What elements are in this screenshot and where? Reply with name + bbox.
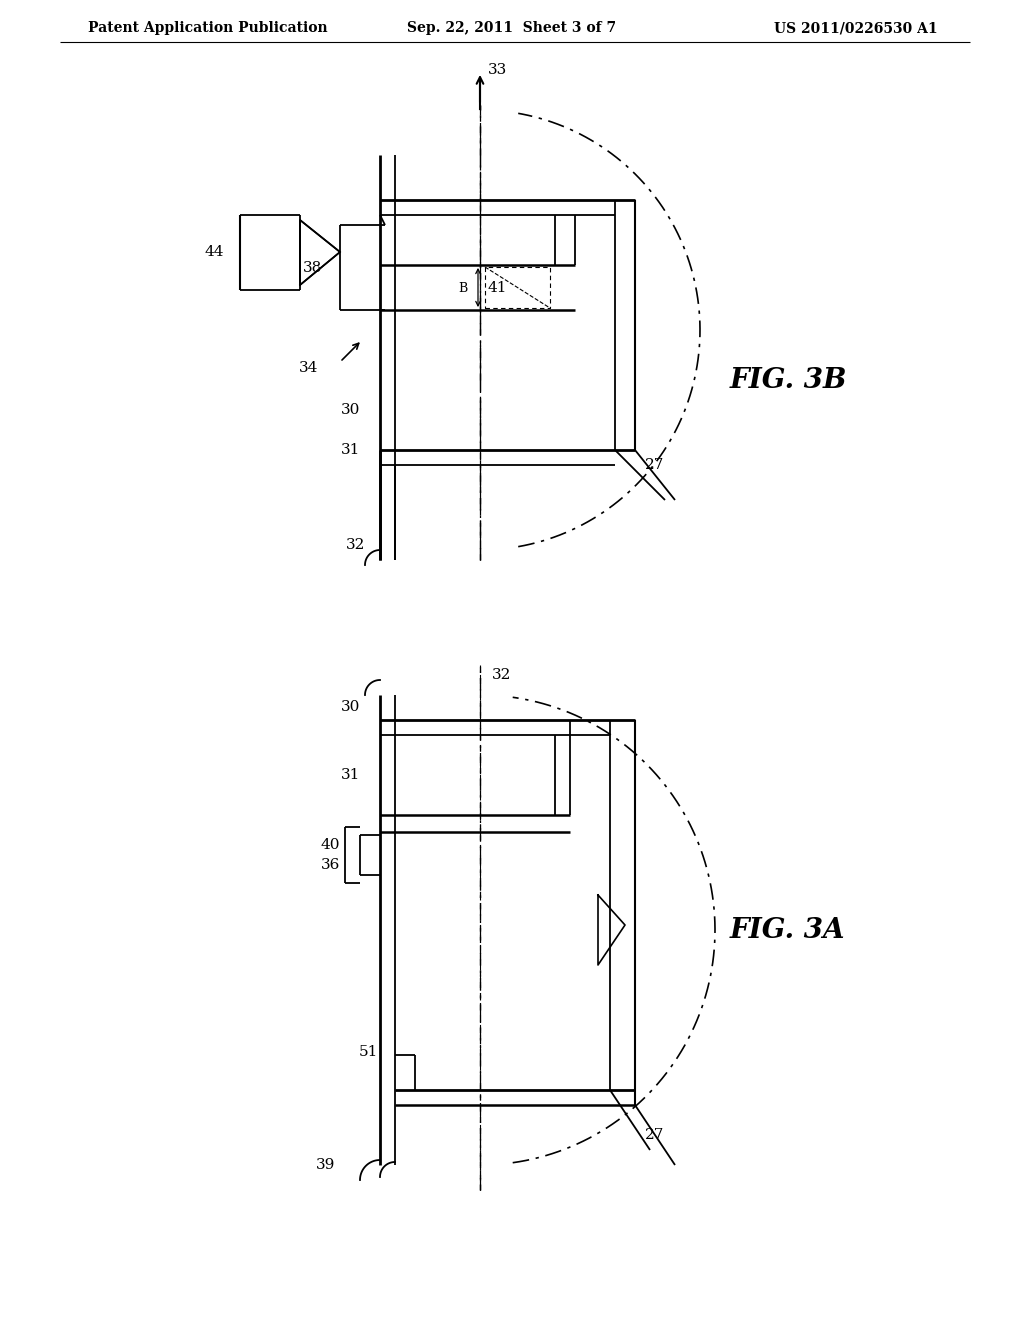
- Text: 51: 51: [358, 1045, 378, 1059]
- Text: 41: 41: [488, 281, 508, 294]
- Text: FIG. 3B: FIG. 3B: [730, 367, 848, 393]
- Text: 31: 31: [341, 444, 360, 457]
- Text: 30: 30: [341, 403, 360, 417]
- Text: 33: 33: [488, 63, 507, 77]
- Text: 39: 39: [315, 1158, 335, 1172]
- Text: 32: 32: [346, 539, 365, 552]
- Text: 31: 31: [341, 768, 360, 781]
- Text: 32: 32: [492, 668, 511, 682]
- Text: 27: 27: [645, 1129, 665, 1142]
- Text: Sep. 22, 2011  Sheet 3 of 7: Sep. 22, 2011 Sheet 3 of 7: [408, 21, 616, 36]
- Text: 27: 27: [645, 458, 665, 473]
- Text: Patent Application Publication: Patent Application Publication: [88, 21, 328, 36]
- Text: 38: 38: [303, 261, 322, 275]
- Text: 34: 34: [299, 360, 318, 375]
- Text: B: B: [459, 281, 468, 294]
- Text: 36: 36: [321, 858, 340, 873]
- Text: 40: 40: [321, 838, 340, 851]
- Text: US 2011/0226530 A1: US 2011/0226530 A1: [774, 21, 938, 36]
- Text: FIG. 3A: FIG. 3A: [730, 916, 846, 944]
- Text: 44: 44: [205, 246, 224, 259]
- Text: 30: 30: [341, 700, 360, 714]
